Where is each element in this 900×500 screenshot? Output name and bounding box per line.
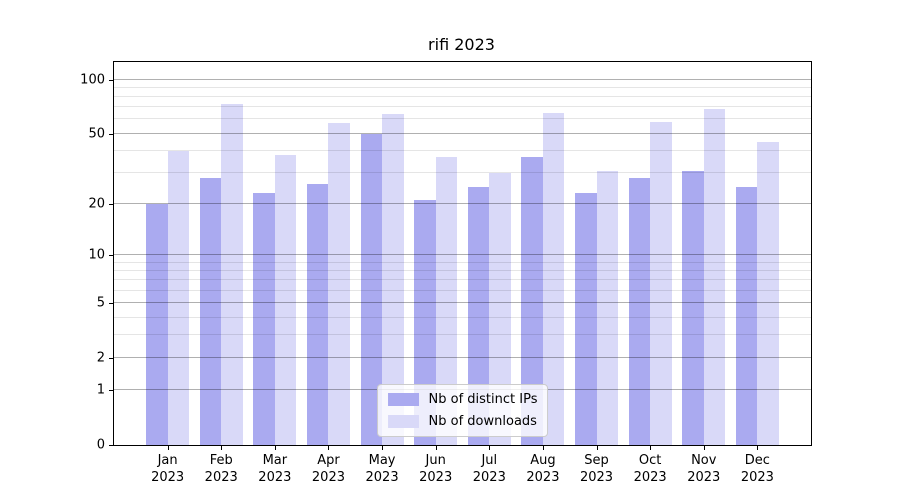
x-tick-label: Jun 2023 [419,453,453,485]
bar-distinct-ips [735,186,758,445]
x-tick-mark [221,445,223,450]
bar-distinct-ips [521,156,543,445]
gridline-minor [114,86,811,88]
bar-distinct-ips [146,203,168,445]
bar-downloads [435,156,458,445]
x-tick-mark [382,445,384,450]
bar-downloads [167,150,190,445]
x-tick-label: Dec 2023 [740,453,774,485]
bar-distinct-ips [253,193,275,445]
bar-downloads [382,114,404,445]
legend-item-distinct-ips: Nb of distinct IPs [387,392,538,407]
legend: Nb of distinct IPs Nb of downloads [376,384,549,437]
legend-swatch-downloads [387,415,419,428]
x-tick-mark [274,445,276,450]
bar-distinct-ips [414,200,436,445]
legend-label-downloads: Nb of downloads [428,414,537,429]
x-tick-label: Mar 2023 [258,453,292,485]
y-tick-label: 50 [88,126,105,142]
y-tick-mark [109,390,114,392]
x-tick-label: May 2023 [365,453,399,485]
y-tick-mark [109,255,114,257]
x-tick-mark [596,445,598,450]
x-tick-label: Jan 2023 [151,453,185,485]
x-tick-label: Apr 2023 [311,453,345,485]
y-tick-label: 1 [96,382,105,398]
bar-distinct-ips [199,178,222,445]
bar-distinct-ips [360,133,383,445]
y-tick-mark [109,357,114,359]
bar-downloads [221,104,243,445]
bar-distinct-ips [575,193,597,445]
y-tick-mark [109,203,114,205]
bar-distinct-ips [628,178,651,445]
y-tick-label: 2 [96,350,105,366]
bar-downloads [489,173,511,445]
bar-downloads [650,122,672,445]
bar-distinct-ips [467,186,490,445]
legend-item-downloads: Nb of downloads [387,414,538,429]
bar-downloads [542,113,565,445]
y-tick-label: 10 [88,247,105,263]
gridline-minor [114,96,811,97]
x-tick-mark [703,445,705,450]
plot-area: 100 50 20 10 5 2 1 0 Jan 2023 Feb 2023 Mar 2023 Apr… [80,61,812,485]
y-tick-mark [109,133,114,135]
bar-downloads [328,123,350,445]
x-tick-label: Sep 2023 [579,453,614,485]
x-tick-mark [489,445,491,450]
y-tick-mark [109,303,114,305]
y-tick-label: 5 [96,295,105,311]
x-tick-label: Nov 2023 [687,453,721,485]
legend-label-distinct-ips: Nb of distinct IPs [428,392,538,407]
y-tick-label: 100 [80,72,105,87]
y-tick-mark [109,79,114,81]
bar-distinct-ips [307,184,329,445]
bar-downloads [703,108,726,445]
x-tick-mark [435,445,437,450]
x-tick-label: Jul 2023 [472,453,506,485]
x-tick-label: Oct 2023 [633,453,667,485]
x-tick-label: Aug 2023 [526,453,560,485]
chart-title: rifi 2023 [428,35,495,54]
bar-distinct-ips [682,170,704,445]
y-tick-label: 20 [88,196,105,212]
x-tick-mark [167,445,169,450]
x-tick-mark [328,445,330,450]
x-tick-mark [650,445,652,450]
x-tick-mark [542,445,544,450]
gridline-major [114,78,811,80]
y-tick-label: 0 [96,437,105,453]
gridline-minor [114,106,811,108]
x-tick-mark [757,445,759,450]
bar-downloads [596,170,618,445]
x-tick-label: Feb 2023 [204,453,238,485]
bar-downloads [274,154,297,445]
y-tick-mark [109,445,114,446]
bar-downloads [757,141,779,445]
legend-swatch-distinct-ips [387,393,419,406]
